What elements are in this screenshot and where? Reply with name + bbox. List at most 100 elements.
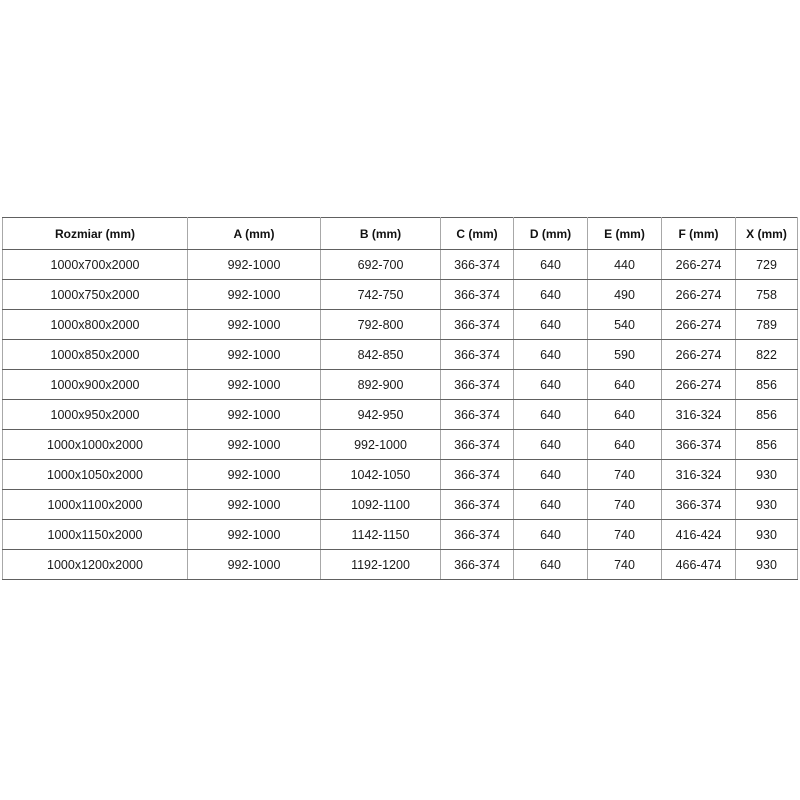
table-cell: 1192-1200 xyxy=(320,549,441,580)
table-cell: 740 xyxy=(587,549,662,580)
table-cell: 640 xyxy=(513,519,588,550)
table-row: 1000x950x2000 992-1000 942-950 366-374 640 64… xyxy=(2,399,798,430)
table-cell: 992-1000 xyxy=(187,489,321,520)
table-cell: 1142-1150 xyxy=(320,519,441,550)
table-cell: 366-374 xyxy=(440,519,514,550)
table-cell: 640 xyxy=(513,399,588,430)
table-cell: 440 xyxy=(587,249,662,280)
dimensions-table-container: Rozmiar (mm) A (mm) B (mm) C (mm) D (mm)… xyxy=(2,217,798,580)
table-cell: 640 xyxy=(513,309,588,340)
table-cell: 366-374 xyxy=(661,429,736,460)
table-cell: 640 xyxy=(513,249,588,280)
table-cell: 266-274 xyxy=(661,309,736,340)
column-header-a: A (mm) xyxy=(187,217,321,250)
table-cell: 266-274 xyxy=(661,339,736,370)
table-cell: 640 xyxy=(513,279,588,310)
table-cell: 992-1000 xyxy=(187,519,321,550)
table-cell: 842-850 xyxy=(320,339,441,370)
table-cell: 856 xyxy=(735,399,798,430)
table-cell: 1000x1000x2000 xyxy=(2,429,188,460)
table-cell: 792-800 xyxy=(320,309,441,340)
column-header-f: F (mm) xyxy=(661,217,736,250)
table-cell: 640 xyxy=(513,489,588,520)
table-header-row: Rozmiar (mm) A (mm) B (mm) C (mm) D (mm)… xyxy=(2,217,798,250)
table-cell: 640 xyxy=(587,369,662,400)
table-row: 1000x1100x2000 992-1000 1092-1100 366-374 64… xyxy=(2,489,798,520)
table-cell: 540 xyxy=(587,309,662,340)
table-cell: 266-274 xyxy=(661,279,736,310)
table-cell: 1000x750x2000 xyxy=(2,279,188,310)
dimensions-table: Rozmiar (mm) A (mm) B (mm) C (mm) D (mm)… xyxy=(2,217,798,580)
table-row: 1000x850x2000 992-1000 842-850 366-374 640 59… xyxy=(2,339,798,370)
table-cell: 692-700 xyxy=(320,249,441,280)
table-row: 1000x800x2000 992-1000 792-800 366-374 640 54… xyxy=(2,309,798,340)
table-cell: 1000x900x2000 xyxy=(2,369,188,400)
table-cell: 992-1000 xyxy=(187,369,321,400)
table-row: 1000x1200x2000 992-1000 1192-1200 366-374 64… xyxy=(2,549,798,580)
table-cell: 416-424 xyxy=(661,519,736,550)
table-cell: 366-374 xyxy=(440,309,514,340)
table-cell: 366-374 xyxy=(440,459,514,490)
table-cell: 366-374 xyxy=(440,279,514,310)
table-cell: 992-1000 xyxy=(187,549,321,580)
table-cell: 640 xyxy=(513,339,588,370)
table-cell: 992-1000 xyxy=(187,399,321,430)
table-cell: 1000x700x2000 xyxy=(2,249,188,280)
table-cell: 758 xyxy=(735,279,798,310)
column-header-b: B (mm) xyxy=(320,217,441,250)
table-cell: 789 xyxy=(735,309,798,340)
table-row: 1000x900x2000 992-1000 892-900 366-374 640 64… xyxy=(2,369,798,400)
table-cell: 822 xyxy=(735,339,798,370)
table-cell: 640 xyxy=(587,429,662,460)
table-cell: 640 xyxy=(587,399,662,430)
table-cell: 1000x1100x2000 xyxy=(2,489,188,520)
table-cell: 942-950 xyxy=(320,399,441,430)
table-row: 1000x1050x2000 992-1000 1042-1050 366-374 64… xyxy=(2,459,798,490)
table-cell: 742-750 xyxy=(320,279,441,310)
table-cell: 1000x1200x2000 xyxy=(2,549,188,580)
table-cell: 892-900 xyxy=(320,369,441,400)
table-cell: 366-374 xyxy=(440,429,514,460)
table-cell: 366-374 xyxy=(440,249,514,280)
table-body: 1000x700x2000 992-1000 692-700 366-374 640 44… xyxy=(2,249,798,580)
table-cell: 992-1000 xyxy=(187,309,321,340)
table-cell: 366-374 xyxy=(440,549,514,580)
table-cell: 640 xyxy=(513,369,588,400)
table-cell: 992-1000 xyxy=(187,429,321,460)
table-cell: 1042-1050 xyxy=(320,459,441,490)
table-cell: 366-374 xyxy=(440,369,514,400)
table-cell: 266-274 xyxy=(661,369,736,400)
table-cell: 490 xyxy=(587,279,662,310)
table-cell: 992-1000 xyxy=(320,429,441,460)
table-cell: 740 xyxy=(587,489,662,520)
table-cell: 1000x800x2000 xyxy=(2,309,188,340)
table-cell: 366-374 xyxy=(440,399,514,430)
table-cell: 1092-1100 xyxy=(320,489,441,520)
table-cell: 1000x1150x2000 xyxy=(2,519,188,550)
table-cell: 856 xyxy=(735,369,798,400)
table-cell: 740 xyxy=(587,459,662,490)
table-cell: 640 xyxy=(513,459,588,490)
table-cell: 856 xyxy=(735,429,798,460)
table-cell: 366-374 xyxy=(440,339,514,370)
table-cell: 466-474 xyxy=(661,549,736,580)
table-cell: 740 xyxy=(587,519,662,550)
table-cell: 992-1000 xyxy=(187,279,321,310)
column-header-d: D (mm) xyxy=(513,217,588,250)
column-header-e: E (mm) xyxy=(587,217,662,250)
table-row: 1000x700x2000 992-1000 692-700 366-374 640 44… xyxy=(2,249,798,280)
table-cell: 366-374 xyxy=(440,489,514,520)
table-cell: 992-1000 xyxy=(187,339,321,370)
table-cell: 729 xyxy=(735,249,798,280)
table-cell: 1000x950x2000 xyxy=(2,399,188,430)
table-cell: 930 xyxy=(735,459,798,490)
table-cell: 316-324 xyxy=(661,459,736,490)
table-cell: 992-1000 xyxy=(187,459,321,490)
table-cell: 640 xyxy=(513,549,588,580)
table-row: 1000x1000x2000 992-1000 992-1000 366-374 640… xyxy=(2,429,798,460)
column-header-c: C (mm) xyxy=(440,217,514,250)
table-cell: 930 xyxy=(735,519,798,550)
table-row: 1000x1150x2000 992-1000 1142-1150 366-374 64… xyxy=(2,519,798,550)
table-cell: 930 xyxy=(735,549,798,580)
